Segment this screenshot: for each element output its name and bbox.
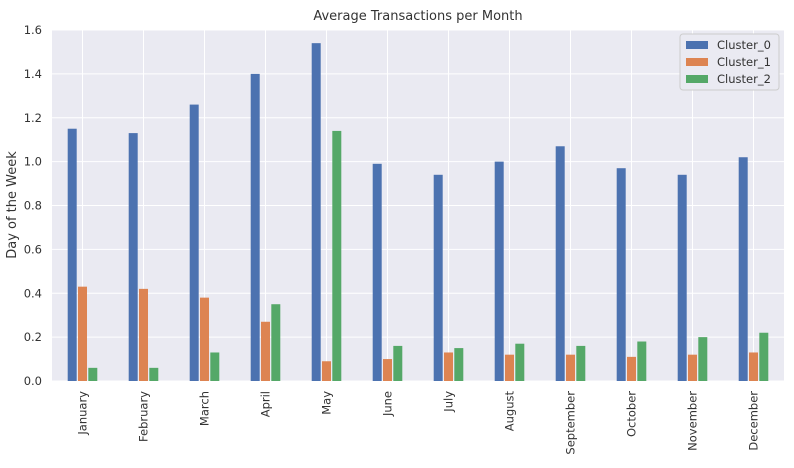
bar-cluster_1-may	[322, 361, 331, 381]
x-tick-label: August	[503, 391, 517, 432]
bar-cluster_2-january	[88, 367, 98, 381]
y-tick-label: 1.2	[24, 111, 42, 125]
legend-swatch-cluster_2	[686, 75, 708, 83]
bar-cluster_1-june	[383, 359, 392, 381]
x-tick-label: April	[259, 391, 273, 417]
bar-cluster_2-september	[576, 345, 586, 381]
bar-cluster_1-january	[78, 286, 87, 381]
legend-label-cluster_2: Cluster_2	[717, 72, 771, 86]
y-tick-label: 0.6	[24, 242, 42, 256]
legend: Cluster_0 Cluster_1 Cluster_2	[679, 33, 780, 91]
bar-cluster_1-september	[566, 354, 575, 381]
legend-swatch-cluster_0	[686, 41, 708, 49]
x-tick-label: January	[76, 391, 90, 436]
y-tick-label: 1.4	[24, 67, 42, 81]
bar-cluster_0-december	[738, 157, 748, 381]
bar-cluster_0-june	[372, 163, 382, 381]
bar-cluster_0-july	[433, 174, 443, 381]
bar-cluster_2-may	[332, 130, 342, 381]
bar-cluster_2-august	[515, 343, 525, 381]
bar-cluster_2-february	[149, 367, 159, 381]
bar-cluster_0-march	[189, 104, 199, 382]
bar-cluster_1-august	[505, 354, 514, 381]
y-axis-ticks: 0.0 0.2 0.4 0.6 0.8 1.0 1.2 1.4 1.6	[24, 23, 42, 388]
bar-cluster_0-may	[311, 43, 321, 381]
x-tick-label: February	[137, 391, 151, 442]
bar-cluster_1-february	[139, 288, 148, 381]
legend-swatch-cluster_1	[686, 58, 708, 66]
bar-cluster_2-november	[698, 337, 708, 381]
x-tick-label: November	[686, 391, 700, 451]
bar-cluster_2-december	[759, 332, 769, 381]
y-tick-label: 0.4	[24, 286, 42, 300]
y-tick-label: 0.0	[24, 374, 42, 388]
x-tick-label: March	[198, 391, 212, 426]
x-tick-label: October	[625, 391, 639, 437]
x-axis-ticks: January February March April May June July Augu…	[76, 391, 761, 455]
bar-cluster_2-july	[454, 348, 464, 381]
x-tick-label: July	[442, 391, 456, 413]
bar-cluster_1-november	[688, 354, 697, 381]
chart-title: Average Transactions per Month	[313, 9, 522, 24]
bar-cluster_2-april	[271, 304, 281, 381]
bar-cluster_0-february	[128, 133, 138, 381]
bar-cluster_2-march	[210, 352, 220, 381]
y-tick-label: 0.2	[24, 330, 42, 344]
bar-cluster_0-april	[250, 73, 260, 381]
bar-cluster_1-december	[749, 352, 758, 381]
bars	[67, 43, 769, 382]
y-tick-label: 1.6	[24, 23, 42, 37]
bar-cluster_2-june	[393, 345, 403, 381]
x-tick-label: May	[320, 391, 334, 415]
x-tick-label: September	[564, 391, 578, 455]
x-tick-label: December	[747, 391, 761, 451]
bar-cluster_0-september	[555, 146, 565, 381]
bar-cluster_1-july	[444, 352, 453, 381]
bar-cluster_0-november	[677, 174, 687, 381]
bar-cluster_1-april	[261, 321, 270, 381]
y-axis-title: Day of the Week	[5, 151, 20, 259]
bar-cluster_0-october	[616, 168, 626, 381]
bar-cluster_2-october	[637, 341, 647, 381]
bar-cluster_0-january	[67, 128, 77, 381]
legend-label-cluster_1: Cluster_1	[717, 55, 771, 69]
y-tick-label: 1.0	[24, 155, 42, 169]
x-tick-label: June	[381, 391, 395, 417]
bar-cluster_1-october	[627, 356, 636, 381]
bar-cluster_1-march	[200, 297, 209, 381]
legend-label-cluster_0: Cluster_0	[717, 38, 771, 52]
bar-cluster_0-august	[494, 161, 504, 381]
y-tick-label: 0.8	[24, 199, 42, 213]
